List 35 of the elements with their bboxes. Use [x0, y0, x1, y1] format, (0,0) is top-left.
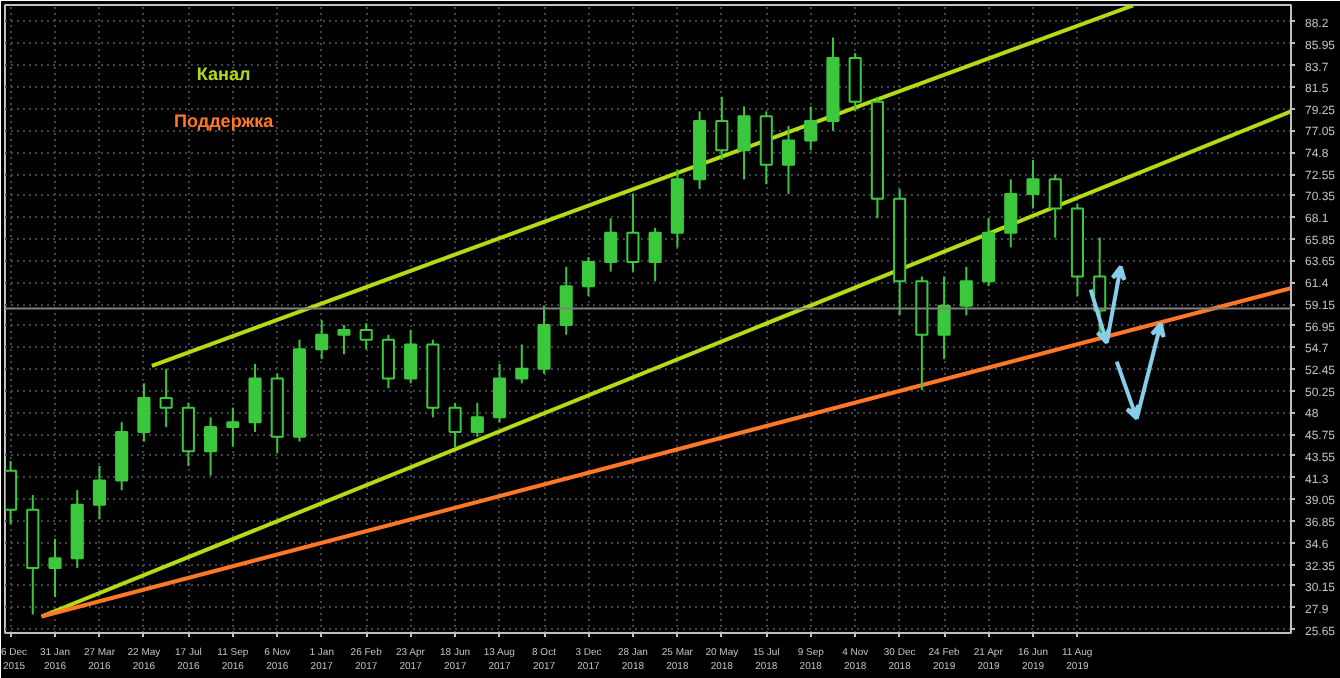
candlestick [804, 105, 818, 152]
candlestick [1004, 178, 1018, 249]
text: Канал [196, 64, 251, 85]
candlestick [359, 322, 373, 351]
candlestick [626, 192, 640, 273]
candlestick [715, 95, 729, 161]
candlestick [92, 464, 107, 521]
candlestick [381, 333, 395, 390]
candlestick [337, 324, 351, 356]
candlestick [137, 382, 151, 443]
candlestick [781, 124, 796, 195]
candlestick [159, 367, 173, 429]
candlestick [559, 265, 573, 336]
candlestick [448, 401, 462, 449]
candlestick [404, 328, 418, 385]
candlestick [604, 217, 618, 273]
candlestick [515, 343, 529, 385]
candlestick [737, 105, 751, 181]
candlestick [204, 416, 218, 477]
candlestick [537, 304, 551, 375]
candlestick [959, 265, 973, 317]
candlestick [581, 256, 596, 297]
candlestick [648, 226, 662, 283]
text: Поддержка [174, 111, 276, 132]
candlestick [315, 319, 329, 361]
candlestick [181, 401, 195, 467]
candlestick [1026, 158, 1040, 210]
candlestick [248, 362, 262, 433]
candlestick [226, 406, 240, 448]
candlestick [937, 275, 951, 361]
candlestick [1048, 173, 1062, 239]
candlestick [493, 362, 507, 424]
candlestick [48, 537, 62, 599]
candlestick [470, 401, 484, 438]
candlestick [848, 52, 862, 113]
